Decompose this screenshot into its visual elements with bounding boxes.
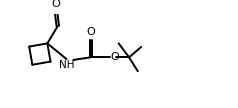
Text: O: O (52, 0, 60, 10)
Text: NH: NH (59, 60, 74, 70)
Text: O: O (111, 52, 119, 62)
Text: O: O (86, 27, 95, 37)
